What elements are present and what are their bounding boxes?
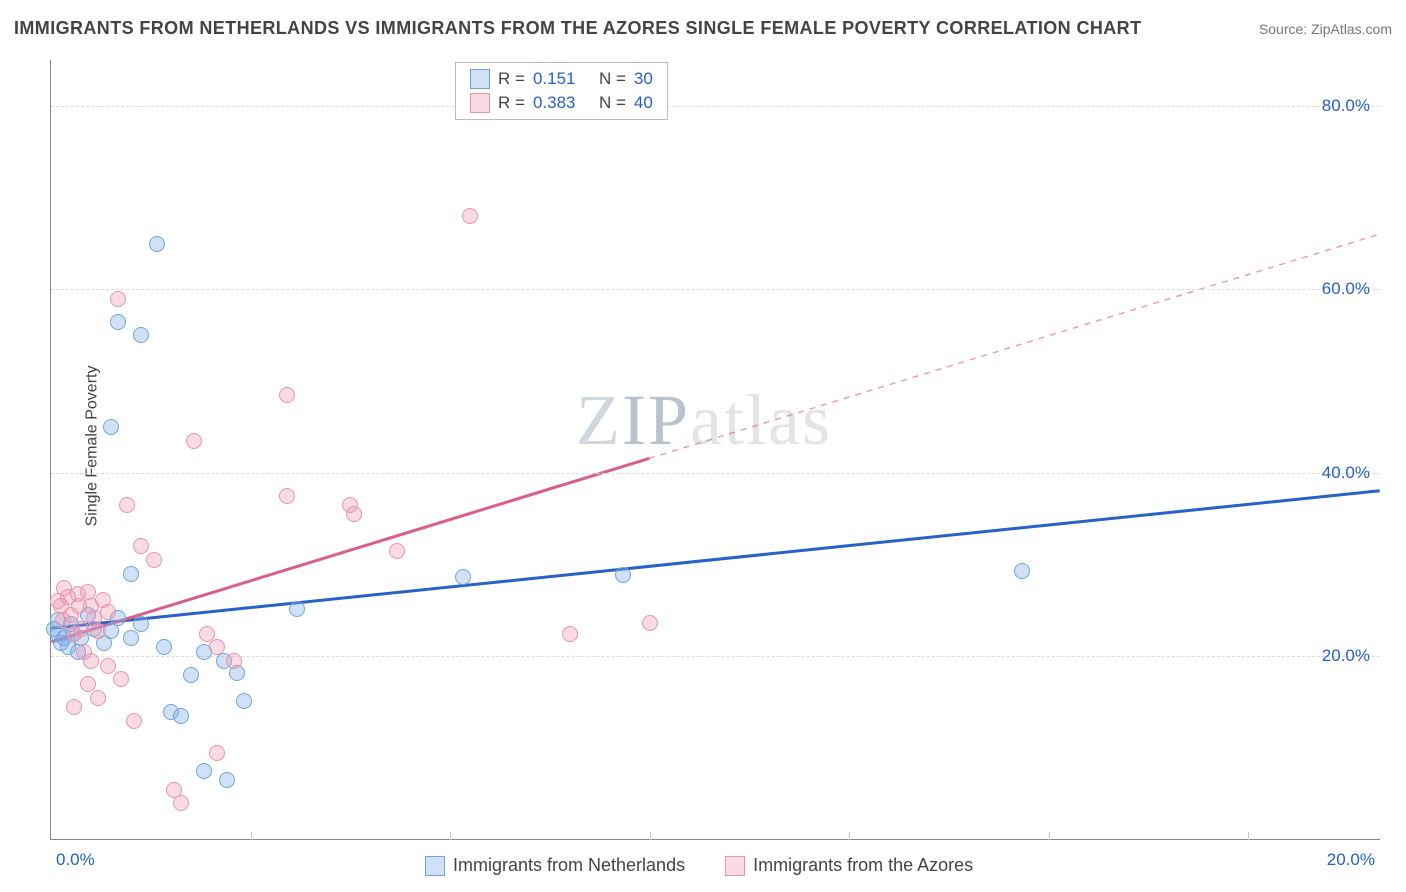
scatter-point — [73, 621, 89, 637]
legend-swatch — [470, 69, 490, 89]
scatter-point — [389, 543, 405, 559]
r-value: 0.383 — [533, 93, 591, 113]
y-tick-label: 20.0% — [1322, 646, 1370, 666]
n-value: 30 — [634, 69, 653, 89]
scatter-point — [196, 763, 212, 779]
gridline-h — [51, 106, 1380, 107]
scatter-point — [123, 630, 139, 646]
title-bar: IMMIGRANTS FROM NETHERLANDS VS IMMIGRANT… — [14, 18, 1392, 39]
scatter-point — [149, 236, 165, 252]
scatter-point — [90, 690, 106, 706]
scatter-point — [455, 569, 471, 585]
scatter-point — [642, 615, 658, 631]
scatter-point — [209, 639, 225, 655]
scatter-point — [289, 601, 305, 617]
x-minor-tick — [1248, 832, 1249, 840]
scatter-point — [133, 616, 149, 632]
scatter-point — [133, 327, 149, 343]
scatter-point — [66, 699, 82, 715]
scatter-point — [133, 538, 149, 554]
watermark: ZIPatlas — [576, 379, 832, 462]
regression-line-dashed — [649, 234, 1380, 458]
gridline-h — [51, 656, 1380, 657]
regression-line-solid — [51, 491, 1379, 628]
scatter-point — [126, 713, 142, 729]
scatter-point — [226, 653, 242, 669]
legend-swatch — [725, 856, 745, 876]
scatter-point — [83, 653, 99, 669]
scatter-point — [462, 208, 478, 224]
legend-series-label: Immigrants from Netherlands — [453, 855, 685, 876]
gridline-h — [51, 289, 1380, 290]
scatter-point — [219, 772, 235, 788]
scatter-point — [1014, 563, 1030, 579]
legend-correlation-row: R = 0.151 N = 30 — [470, 69, 653, 89]
x-minor-tick — [450, 832, 451, 840]
scatter-point — [146, 552, 162, 568]
scatter-point — [123, 566, 139, 582]
scatter-point — [236, 693, 252, 709]
chart-title: IMMIGRANTS FROM NETHERLANDS VS IMMIGRANT… — [14, 18, 1141, 39]
legend-correlation-box: R = 0.151 N = 30 R = 0.383 N = 40 — [455, 62, 668, 120]
scatter-point — [279, 488, 295, 504]
watermark-ip: IP — [622, 380, 690, 460]
scatter-point — [562, 626, 578, 642]
y-tick-label: 40.0% — [1322, 463, 1370, 483]
legend-correlation-row: R = 0.383 N = 40 — [470, 93, 653, 113]
legend-swatch — [425, 856, 445, 876]
legend-series: Immigrants from Netherlands Immigrants fr… — [425, 855, 973, 876]
source-label: Source: ZipAtlas.com — [1259, 21, 1392, 37]
scatter-point — [279, 387, 295, 403]
legend-series-item: Immigrants from Netherlands — [425, 855, 685, 876]
watermark-z: Z — [576, 380, 622, 460]
n-label: N = — [599, 93, 626, 113]
scatter-point — [103, 419, 119, 435]
scatter-point — [156, 639, 172, 655]
gridline-h — [51, 473, 1380, 474]
scatter-point — [119, 497, 135, 513]
scatter-point — [186, 433, 202, 449]
scatter-point — [100, 604, 116, 620]
n-value: 40 — [634, 93, 653, 113]
y-tick-label: 60.0% — [1322, 279, 1370, 299]
scatter-point — [100, 658, 116, 674]
y-tick-label: 80.0% — [1322, 96, 1370, 116]
scatter-point — [346, 506, 362, 522]
x-tick-label: 20.0% — [1327, 850, 1375, 870]
legend-swatch — [470, 93, 490, 113]
plot-area: ZIPatlas 20.0%40.0%60.0%80.0%0.0%20.0% — [50, 60, 1380, 840]
regression-lines-svg — [51, 60, 1380, 839]
scatter-point — [90, 623, 106, 639]
scatter-point — [183, 667, 199, 683]
scatter-point — [173, 795, 189, 811]
scatter-point — [615, 567, 631, 583]
x-tick-label: 0.0% — [56, 850, 95, 870]
x-minor-tick — [849, 832, 850, 840]
legend-series-item: Immigrants from the Azores — [725, 855, 973, 876]
scatter-point — [113, 671, 129, 687]
x-minor-tick — [650, 832, 651, 840]
legend-series-label: Immigrants from the Azores — [753, 855, 973, 876]
r-label: R = — [498, 69, 525, 89]
scatter-point — [110, 314, 126, 330]
scatter-point — [110, 291, 126, 307]
scatter-point — [173, 708, 189, 724]
x-minor-tick — [1049, 832, 1050, 840]
watermark-atlas: atlas — [690, 380, 832, 460]
n-label: N = — [599, 69, 626, 89]
r-value: 0.151 — [533, 69, 591, 89]
x-minor-tick — [251, 832, 252, 840]
r-label: R = — [498, 93, 525, 113]
scatter-point — [209, 745, 225, 761]
